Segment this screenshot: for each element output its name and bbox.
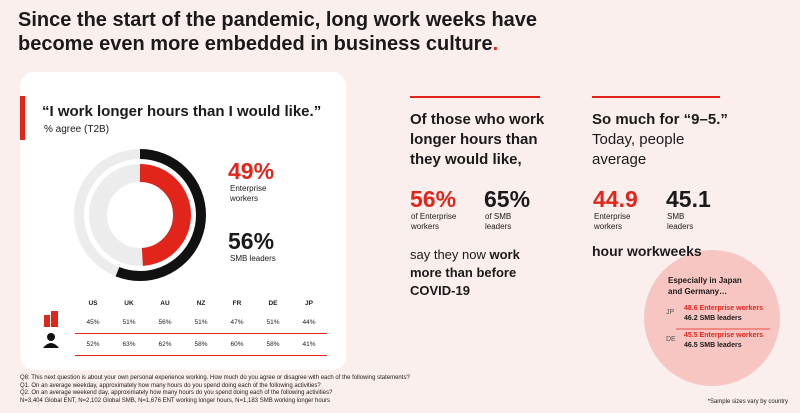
stat-value: 44.9 (593, 186, 638, 212)
cell: 62% (147, 333, 183, 356)
cell: 51% (183, 312, 219, 334)
stat-label: SMB leaders (230, 254, 276, 263)
ring-enterprise (89, 164, 191, 266)
column-header: NZ (196, 299, 206, 307)
cell: 44% (291, 312, 327, 334)
stat-label: Enterprise workers (230, 184, 267, 203)
stat-value: 65% (484, 186, 531, 212)
title: Since the start of the pandemic, long wo… (18, 8, 578, 56)
text: Today, people average (592, 131, 685, 168)
table-row: 45% 51% 56% 51% 47% 51% 44% (75, 312, 327, 334)
column-header: DE (268, 299, 278, 307)
cell: 58% (255, 333, 291, 356)
cell: 60% (219, 333, 255, 356)
divider (410, 96, 540, 98)
heading: Of those who work longer hours than they… (410, 111, 545, 168)
enterprise-value: 45.5 Enterprise workers (684, 332, 763, 339)
divider (592, 96, 720, 98)
country-table: US UK AU NZ FR DE JP 45% 51% 56% 51% 47% 51% 44% 52% 63… (75, 294, 327, 356)
enterprise-value: 48.6 Enterprise workers (684, 305, 763, 312)
stat-value: 49% (228, 158, 275, 184)
callout-circle (644, 250, 780, 386)
quote: “I work longer hours than I would like.” (42, 103, 322, 120)
footnote: Q2. On an average weekend day, approxima… (20, 390, 333, 396)
heading: So much for “9–5.” (592, 111, 728, 128)
conclusion: say they now work more than before COVID… (410, 246, 550, 300)
footnote: Q8: This next question is about your own… (20, 375, 410, 381)
ring-smb (74, 149, 206, 281)
accent (20, 96, 25, 140)
country: DE (666, 336, 676, 343)
stat-value: 56% (228, 228, 275, 254)
lead: say they now (410, 247, 490, 262)
table-row: 52% 63% 62% 58% 60% 58% 41% (75, 333, 327, 356)
smb-value: 46.5 SMB leaders (684, 342, 742, 349)
stat-label: of Enterprise workers (411, 212, 457, 231)
stat-value: 56% (410, 186, 457, 212)
column-header: AU (160, 299, 170, 307)
cell: 63% (111, 333, 147, 356)
emphasis: work more than before COVID-19 (410, 247, 520, 298)
smb-value: 46.2 SMB leaders (684, 315, 742, 322)
footnotes: Q8: This next question is about your own… (20, 375, 620, 405)
cell: 51% (111, 312, 147, 334)
column-header: JP (305, 299, 313, 307)
icon-building (44, 311, 58, 327)
stat-value: 45.1 (666, 186, 711, 212)
cell: 47% (219, 312, 255, 334)
cell: 58% (183, 333, 219, 356)
country: JP (666, 309, 675, 316)
stat-label: of SMB leaders (485, 212, 512, 231)
cell: 41% (291, 333, 327, 356)
cell: 45% (75, 312, 111, 334)
icon-person (43, 333, 59, 348)
sample-note: *Sample sizes vary by country (707, 399, 788, 405)
column-header: FR (232, 299, 242, 307)
title-period: . (492, 33, 499, 55)
footnote: Q1. On an average weekday, approximately… (20, 382, 321, 389)
stat-label: SMB leaders (667, 212, 694, 231)
callout-heading: Especially in Japan and Germany… (668, 276, 742, 296)
cell: 56% (147, 312, 183, 334)
title-text: Since the start of the pandemic, long wo… (18, 9, 538, 55)
stat-label: Enterprise workers (594, 212, 631, 231)
footnote: N=3,404 Global ENT, N=2,102 Global SMB, … (20, 397, 331, 404)
column-header: UK (124, 299, 134, 307)
unit: hour workweeks (592, 243, 702, 259)
column-header: US (88, 299, 98, 307)
cell: 52% (75, 333, 111, 356)
cell: 51% (255, 312, 291, 334)
subtitle: % agree (T2B) (44, 124, 110, 135)
header-row: US UK AU NZ FR DE JP (75, 294, 327, 312)
